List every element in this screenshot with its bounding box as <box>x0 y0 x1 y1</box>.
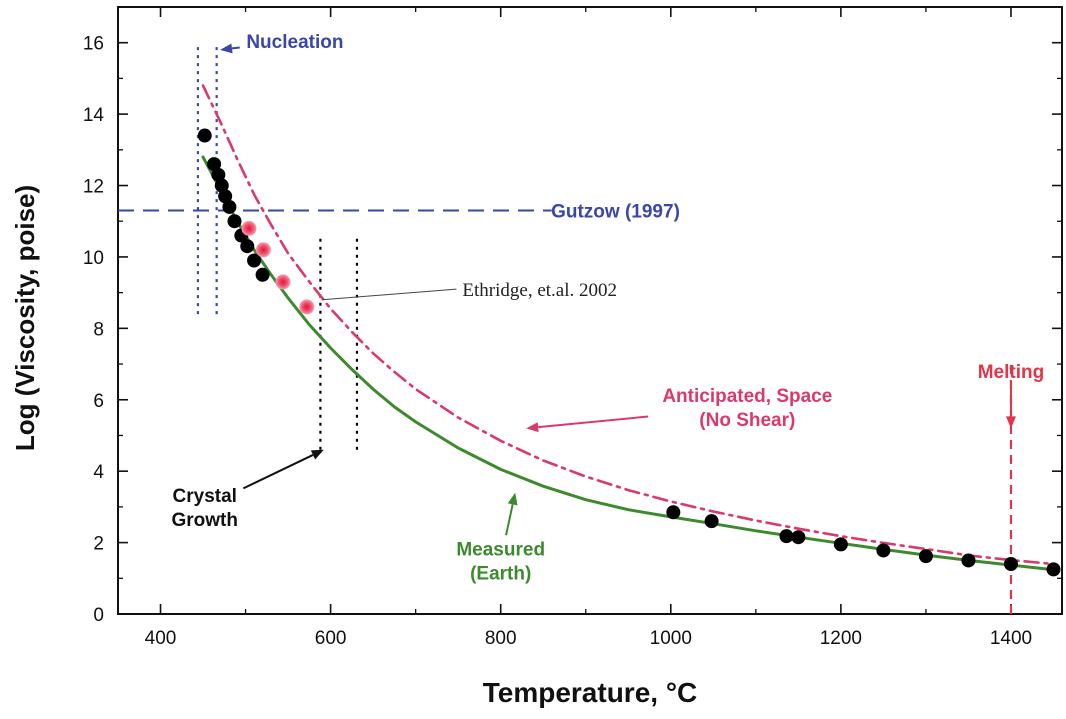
y-tick-label: 16 <box>83 34 104 55</box>
y-tick-label: 4 <box>93 462 104 483</box>
measured-data-point <box>704 514 719 529</box>
ethridge-data-point <box>275 274 291 290</box>
annotation-label: Melting <box>978 362 1045 383</box>
annotation-label: Crystal <box>173 486 237 507</box>
y-tick-label: 2 <box>93 534 104 555</box>
y-tick-label: 8 <box>93 319 104 340</box>
y-axis: 0 2 4 6 8 10 12 14 16 <box>83 34 1062 626</box>
x-tick-label: 600 <box>315 628 347 649</box>
x-tick-label: 800 <box>485 628 517 649</box>
data-points <box>197 128 1061 577</box>
measured-data-point <box>197 128 212 143</box>
y-tick-label: 0 <box>93 605 104 626</box>
annotation-arrowhead <box>1005 416 1016 429</box>
y-tick-label: 14 <box>83 105 105 126</box>
x-tick-label: 1400 <box>990 628 1032 649</box>
ethridge-data-point <box>299 299 315 315</box>
measured-data-point <box>255 267 270 282</box>
measured-data-point <box>214 178 229 193</box>
annotation-label: (Earth) <box>470 563 531 584</box>
annotation-label: Measured <box>456 539 545 560</box>
x-axis: 400 600 800 1000 1200 1400 <box>145 7 1032 649</box>
annotation-arrow-shaft <box>505 504 514 536</box>
y-tick-label: 6 <box>93 391 104 412</box>
annotation-label: Ethridge, et.al. 2002 <box>462 280 617 301</box>
measured-data-point <box>218 189 233 204</box>
measured-data-point <box>876 543 891 558</box>
annotation-arrowhead <box>526 422 539 433</box>
measured-data-point <box>791 530 806 545</box>
measured-data-point <box>1003 557 1018 572</box>
measured-data-point <box>833 537 848 552</box>
measured-data-point <box>222 199 237 214</box>
annotation-arrow-shaft <box>231 46 240 50</box>
annotation-label: Nucleation <box>246 32 343 53</box>
ethridge-data-point <box>255 242 271 258</box>
annotation-arrowhead <box>220 43 233 54</box>
anticipated-space-curve <box>201 84 1055 566</box>
annotation-label: Anticipated, Space <box>662 386 832 407</box>
x-tick-label: 400 <box>145 628 177 649</box>
y-tick-label: 10 <box>83 248 104 269</box>
ethridge-data-point <box>241 220 257 236</box>
annotation-leader-line <box>322 288 457 301</box>
measured-data-point <box>1046 562 1061 577</box>
annotation-arrowhead <box>310 449 324 460</box>
x-tick-label: 1000 <box>650 628 692 649</box>
y-tick-label: 12 <box>83 177 104 198</box>
annotation-label: (No Shear) <box>699 410 795 431</box>
measured-data-point <box>227 214 242 229</box>
y-axis-title: Log (Viscosity, poise) <box>10 185 40 451</box>
annotation-arrow-shaft <box>242 454 314 490</box>
x-axis-title: Temperature, °C <box>483 677 698 708</box>
measured-data-point <box>666 505 681 520</box>
annotation-arrow-shaft <box>538 415 649 429</box>
measured-data-point <box>779 529 794 544</box>
plot-frame <box>117 6 1063 615</box>
annotations: Nucleation Gutzow (1997) Ethridge, et.al. … <box>171 32 1044 585</box>
annotation-label: Gutzow (1997) <box>551 202 680 223</box>
x-tick-label: 1200 <box>820 628 862 649</box>
measured-data-point <box>247 253 262 268</box>
measured-data-point <box>211 167 226 182</box>
measured-data-point <box>240 239 255 254</box>
measured-data-point <box>961 553 976 568</box>
annotation-label: Growth <box>171 510 238 531</box>
measured-data-point <box>207 157 222 172</box>
annotation-arrowhead <box>507 492 518 506</box>
measured-data-point <box>918 549 933 564</box>
